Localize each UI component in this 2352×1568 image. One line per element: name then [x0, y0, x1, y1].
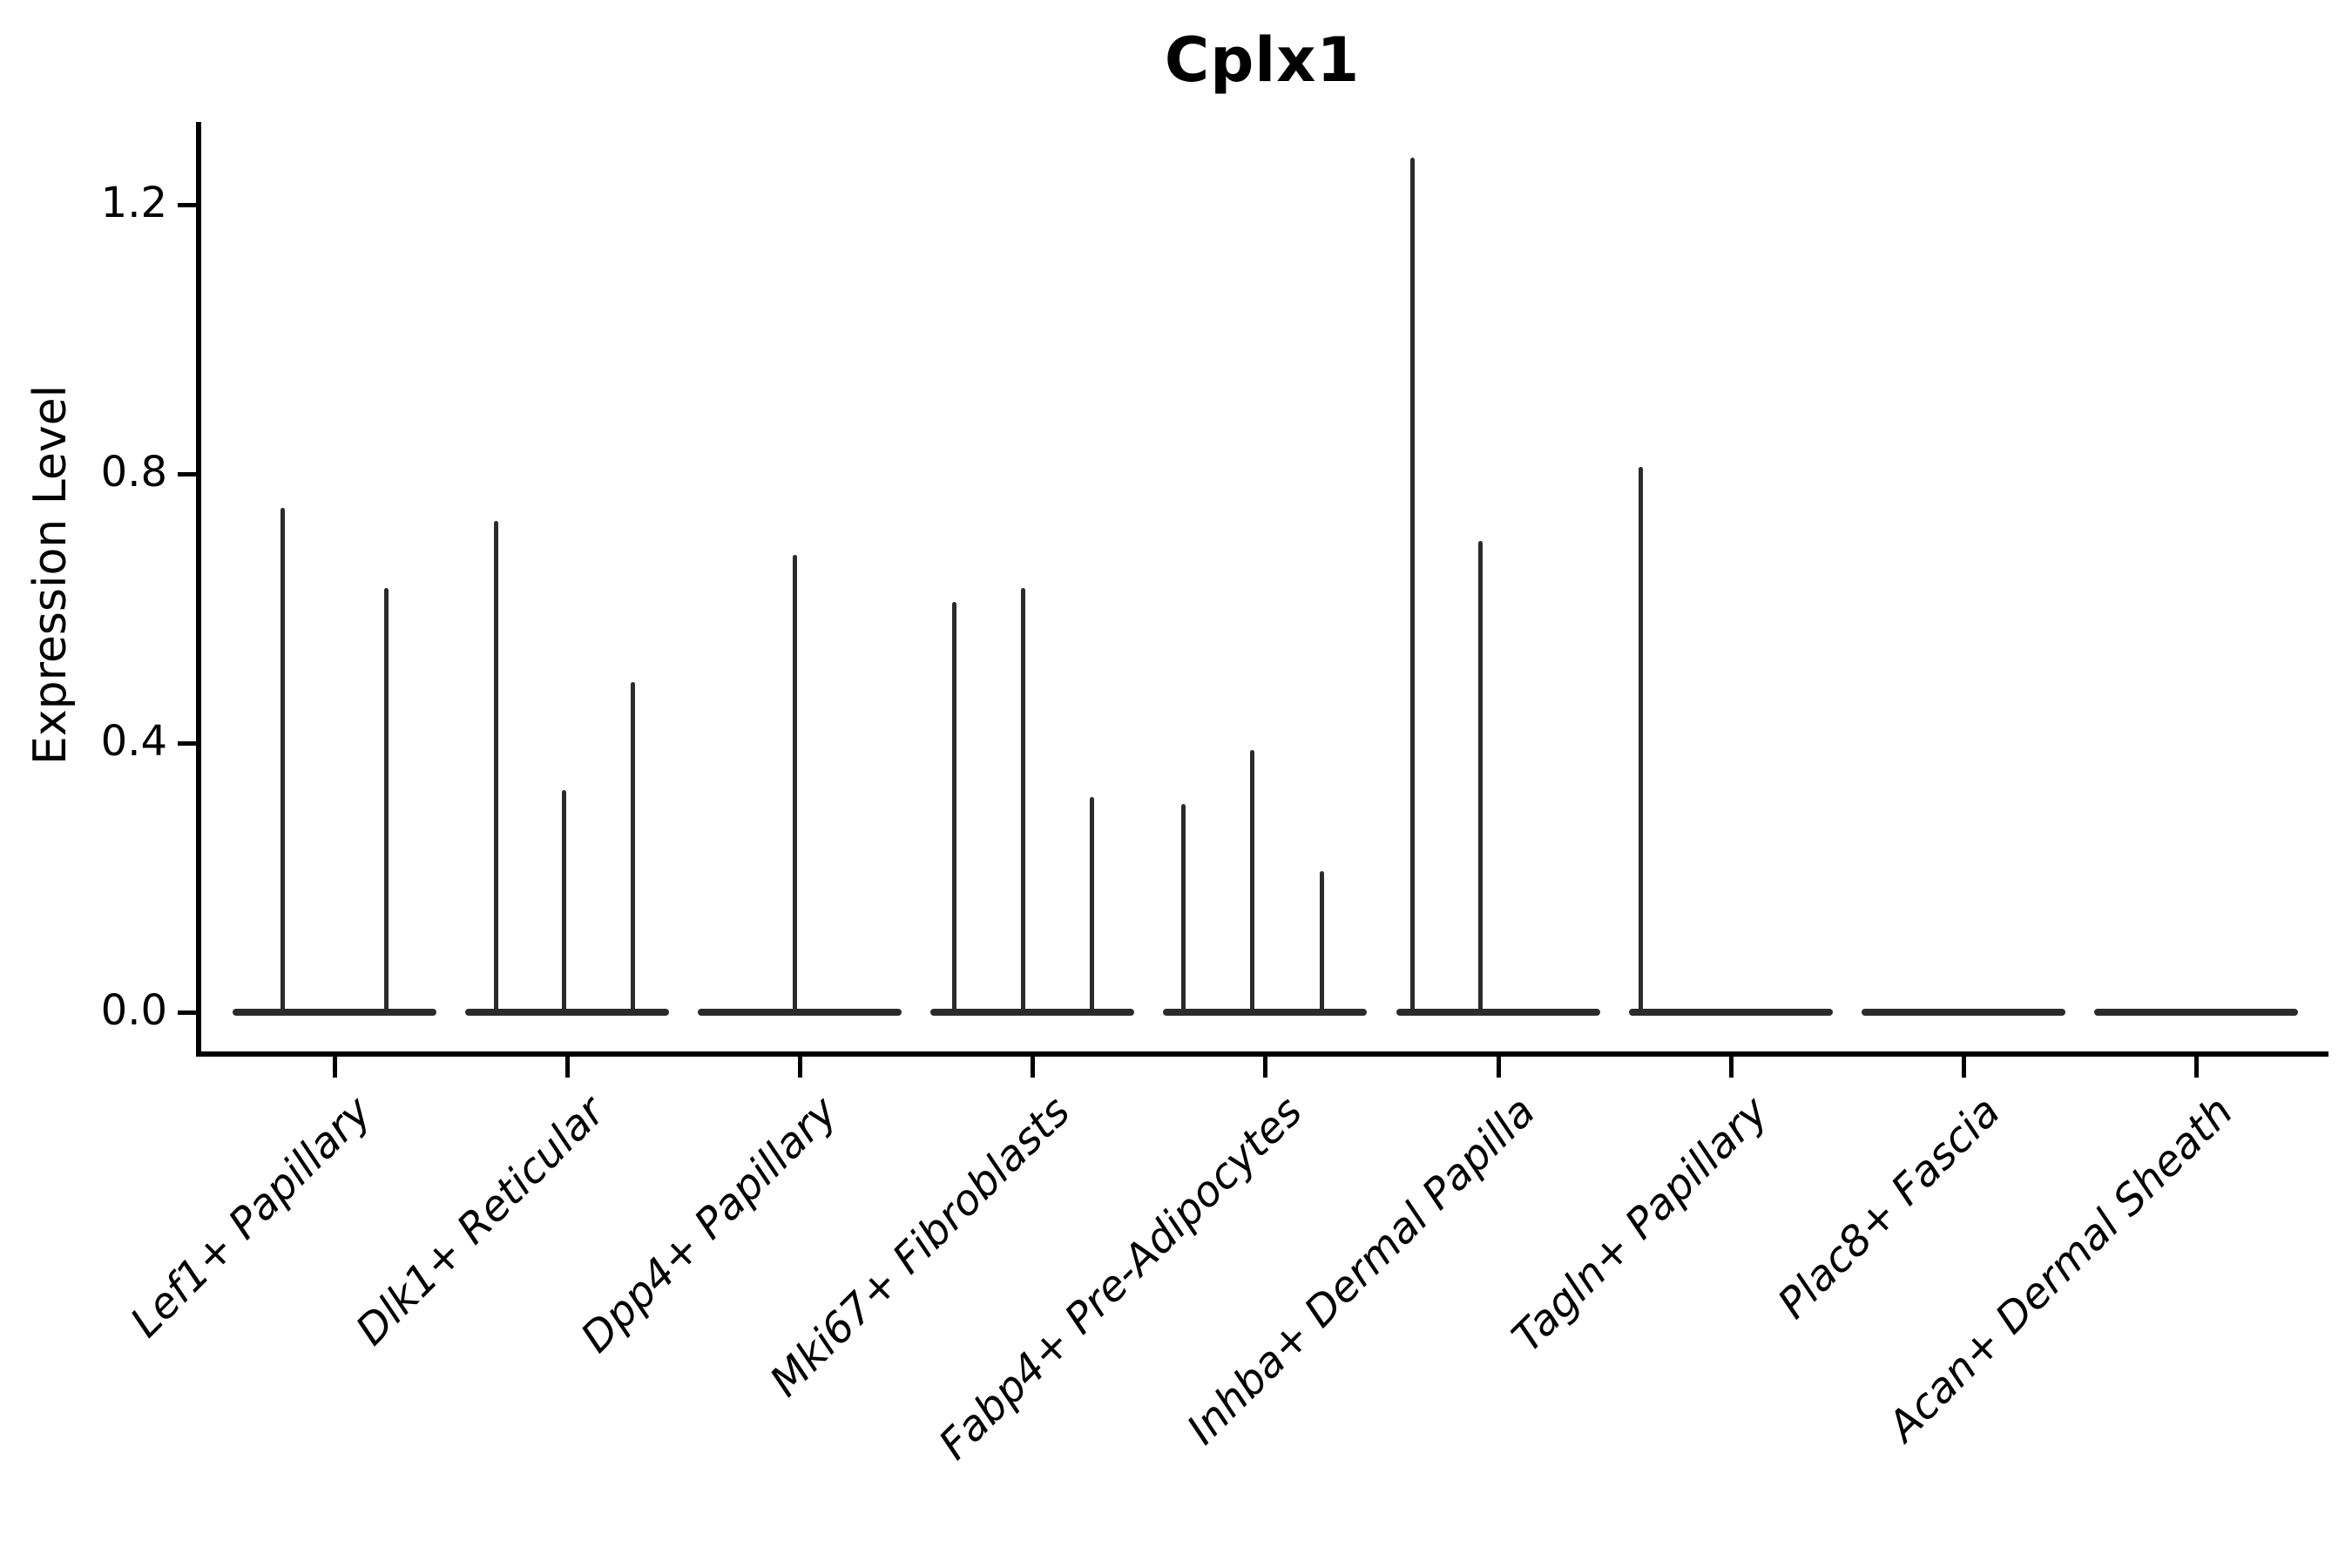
x-tick-mark — [798, 1057, 803, 1078]
x-tick-mark — [1496, 1057, 1501, 1078]
violin-spike — [383, 588, 389, 1012]
x-tick-mark — [333, 1057, 337, 1078]
x-tick-label: Plac8+ Fascia — [1768, 1087, 2011, 1328]
y-tick-label: 0.8 — [100, 447, 167, 497]
violin-spike — [493, 521, 498, 1012]
violin-baseline — [1396, 1009, 1600, 1016]
y-tick-label: 0.4 — [100, 716, 167, 766]
violin-spike — [1639, 467, 1644, 1012]
x-tick-mark — [1031, 1057, 1036, 1078]
x-axis-spine — [196, 1051, 2328, 1057]
violin-spike — [561, 790, 566, 1012]
violin-baseline — [1163, 1009, 1368, 1016]
y-tick-label: 0.0 — [100, 985, 167, 1035]
x-tick-label: Dlk1+ Reticular — [346, 1087, 614, 1355]
violin-baseline — [1628, 1009, 1833, 1016]
y-axis-spine — [196, 122, 201, 1057]
violin-spike — [280, 507, 286, 1012]
violin-spike — [1249, 749, 1254, 1012]
violin-spike — [1409, 157, 1415, 1012]
violin-spike — [1020, 588, 1025, 1012]
violin-baseline — [233, 1009, 436, 1016]
violin-baseline — [2093, 1009, 2298, 1016]
x-tick-mark — [565, 1057, 571, 1078]
y-tick-mark — [178, 203, 199, 207]
violin-spike — [1180, 803, 1186, 1012]
x-tick-label: Tagln+ Papillary — [1502, 1087, 1778, 1362]
violin-spike — [951, 601, 956, 1012]
x-tick-label: Lef1+ Papillary — [121, 1087, 382, 1348]
violin-baseline — [1861, 1009, 2065, 1016]
violin-baseline — [930, 1009, 1135, 1016]
violin-spike — [1089, 796, 1094, 1012]
x-tick-mark — [2193, 1057, 2199, 1078]
violin-spike — [1477, 541, 1483, 1012]
violin-spike — [1319, 870, 1324, 1012]
x-tick-mark — [1728, 1057, 1734, 1078]
violin-baseline — [465, 1009, 670, 1016]
y-tick-label: 1.2 — [100, 178, 167, 227]
y-tick-mark — [178, 472, 199, 476]
y-tick-mark — [178, 741, 199, 746]
x-tick-mark — [1961, 1057, 1966, 1078]
violin-spike — [792, 554, 797, 1012]
chart-title: Cplx1 — [1164, 24, 1361, 96]
y-axis-label: Expression Level — [24, 384, 77, 766]
violin-baseline — [698, 1009, 902, 1016]
x-tick-label: Dpp4+ Papillary — [571, 1087, 847, 1362]
y-tick-mark — [178, 1010, 199, 1015]
x-tick-mark — [1263, 1057, 1268, 1078]
violin-spike — [631, 682, 636, 1012]
